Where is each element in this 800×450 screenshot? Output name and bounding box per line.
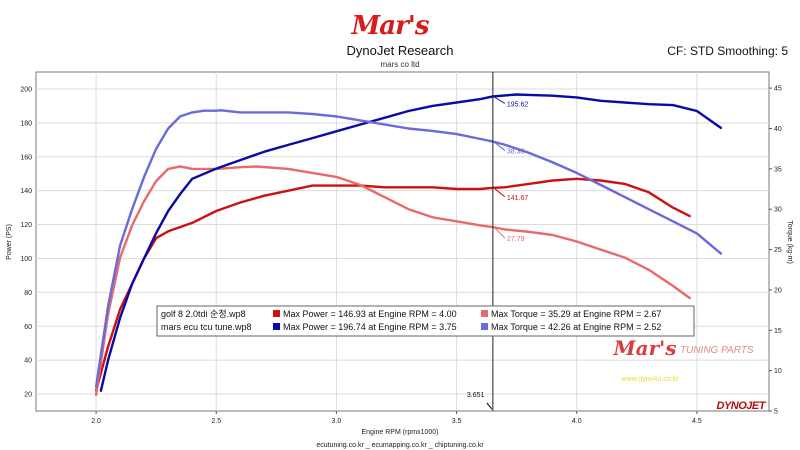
y-left-tick-label: 120 <box>20 222 32 229</box>
legend-swatch <box>481 310 488 317</box>
legend-power-text: Max Power = 146.93 at Engine RPM = 4.00 <box>283 309 457 319</box>
cursor-readout-mars_power: 195.62 <box>507 101 529 108</box>
cursor-x-readout: 3.651 <box>467 392 485 399</box>
cursor-readout-mars_torque: 38.38 <box>507 149 525 156</box>
legend-run-name: mars ecu tcu tune.wp8 <box>161 322 252 332</box>
series-line-mars_power <box>99 93 723 392</box>
legend-torque-text: Max Torque = 35.29 at Engine RPM = 2.67 <box>491 309 661 319</box>
y-left-tick-label: 180 <box>20 120 32 127</box>
x-tick-label: 3.0 <box>332 418 342 425</box>
y-left-tick-label: 20 <box>24 392 32 399</box>
axis-ticks: 2.0 2.5 3.0 3.5 4.0 4.5 20 40 60 80 100 120 140 160 18… <box>20 86 782 425</box>
x-axis-title: Engine RPM (rpmx1000) <box>361 429 438 436</box>
y-right-tick-label: 20 <box>774 287 782 294</box>
x-tick-label: 2.0 <box>91 418 101 425</box>
cursor-arrow <box>486 402 493 410</box>
y-left-tick-label: 60 <box>24 324 32 331</box>
chart-title: DynoJet Research <box>347 43 454 58</box>
legend-run-name: golf 8 2.0tdi 순정.wp8 <box>161 309 246 319</box>
cursor-readout-arrow <box>494 188 506 198</box>
watermark-url: www.dyno4u.co.kr <box>621 376 679 383</box>
y-right-tick-label: 40 <box>774 126 782 133</box>
x-tick-label: 4.5 <box>692 418 702 425</box>
footer-websites: ecutuning.co.kr _ ecumapping.co.kr _ chi… <box>316 442 484 449</box>
y-left-tick-label: 200 <box>20 86 32 93</box>
x-tick-label: 2.5 <box>211 418 221 425</box>
series-layer <box>94 93 723 397</box>
y-right-tick-label: 25 <box>774 247 782 254</box>
y-left-axis-title: Power (PS) <box>6 224 13 260</box>
legend: golf 8 2.0tdi 순정.wp8 Max Power = 146.93 … <box>156 305 695 337</box>
chart-subtitle: mars co ltd <box>380 60 419 69</box>
y-left-tick-label: 40 <box>24 358 32 365</box>
series-line-golf_torque <box>94 165 691 397</box>
legend-torque-text: Max Torque = 42.26 at Engine RPM = 2.52 <box>491 322 661 332</box>
x-tick-label: 3.5 <box>452 418 462 425</box>
series-line-golf_power <box>94 177 691 392</box>
cursor-readout-arrow <box>494 142 506 151</box>
y-left-tick-label: 100 <box>20 256 32 263</box>
y-right-tick-label: 10 <box>774 368 782 375</box>
legend-power-text: Max Power = 196.74 at Engine RPM = 3.75 <box>283 322 457 332</box>
y-left-tick-label: 160 <box>20 154 32 161</box>
y-right-tick-label: 45 <box>774 86 782 93</box>
y-right-tick-label: 5 <box>774 409 778 416</box>
watermark-tag: TUNING PARTS <box>680 345 754 356</box>
header-logo: Mar's <box>351 11 430 41</box>
watermark-logo: Mar's <box>612 336 676 360</box>
cursor-readout-golf_torque: 27.79 <box>507 236 525 243</box>
legend-swatch <box>273 323 280 330</box>
y-right-tick-label: 30 <box>774 207 782 214</box>
y-right-tick-label: 15 <box>774 328 782 335</box>
y-right-axis-title: Torque (kg-m) <box>786 220 793 264</box>
cursor-readout-arrow <box>494 227 506 239</box>
x-tick-label: 4.0 <box>572 418 582 425</box>
y-left-tick-label: 140 <box>20 188 32 195</box>
chart-info: CF: STD Smoothing: 5 <box>667 44 788 58</box>
cursor-readout-arrow <box>494 96 506 104</box>
legend-box <box>156 305 695 337</box>
cursor-readout-golf_power: 141.67 <box>507 195 529 202</box>
dynojet-logo: DYNOJET <box>717 400 767 412</box>
series-line-mars_torque <box>94 109 723 388</box>
cursor-layer: 3.651 195.62 38.38 141.67 27.79 <box>467 72 529 411</box>
legend-swatch <box>273 310 280 317</box>
y-right-tick-label: 35 <box>774 166 782 173</box>
legend-swatch <box>481 323 488 330</box>
y-left-tick-label: 80 <box>24 290 32 297</box>
